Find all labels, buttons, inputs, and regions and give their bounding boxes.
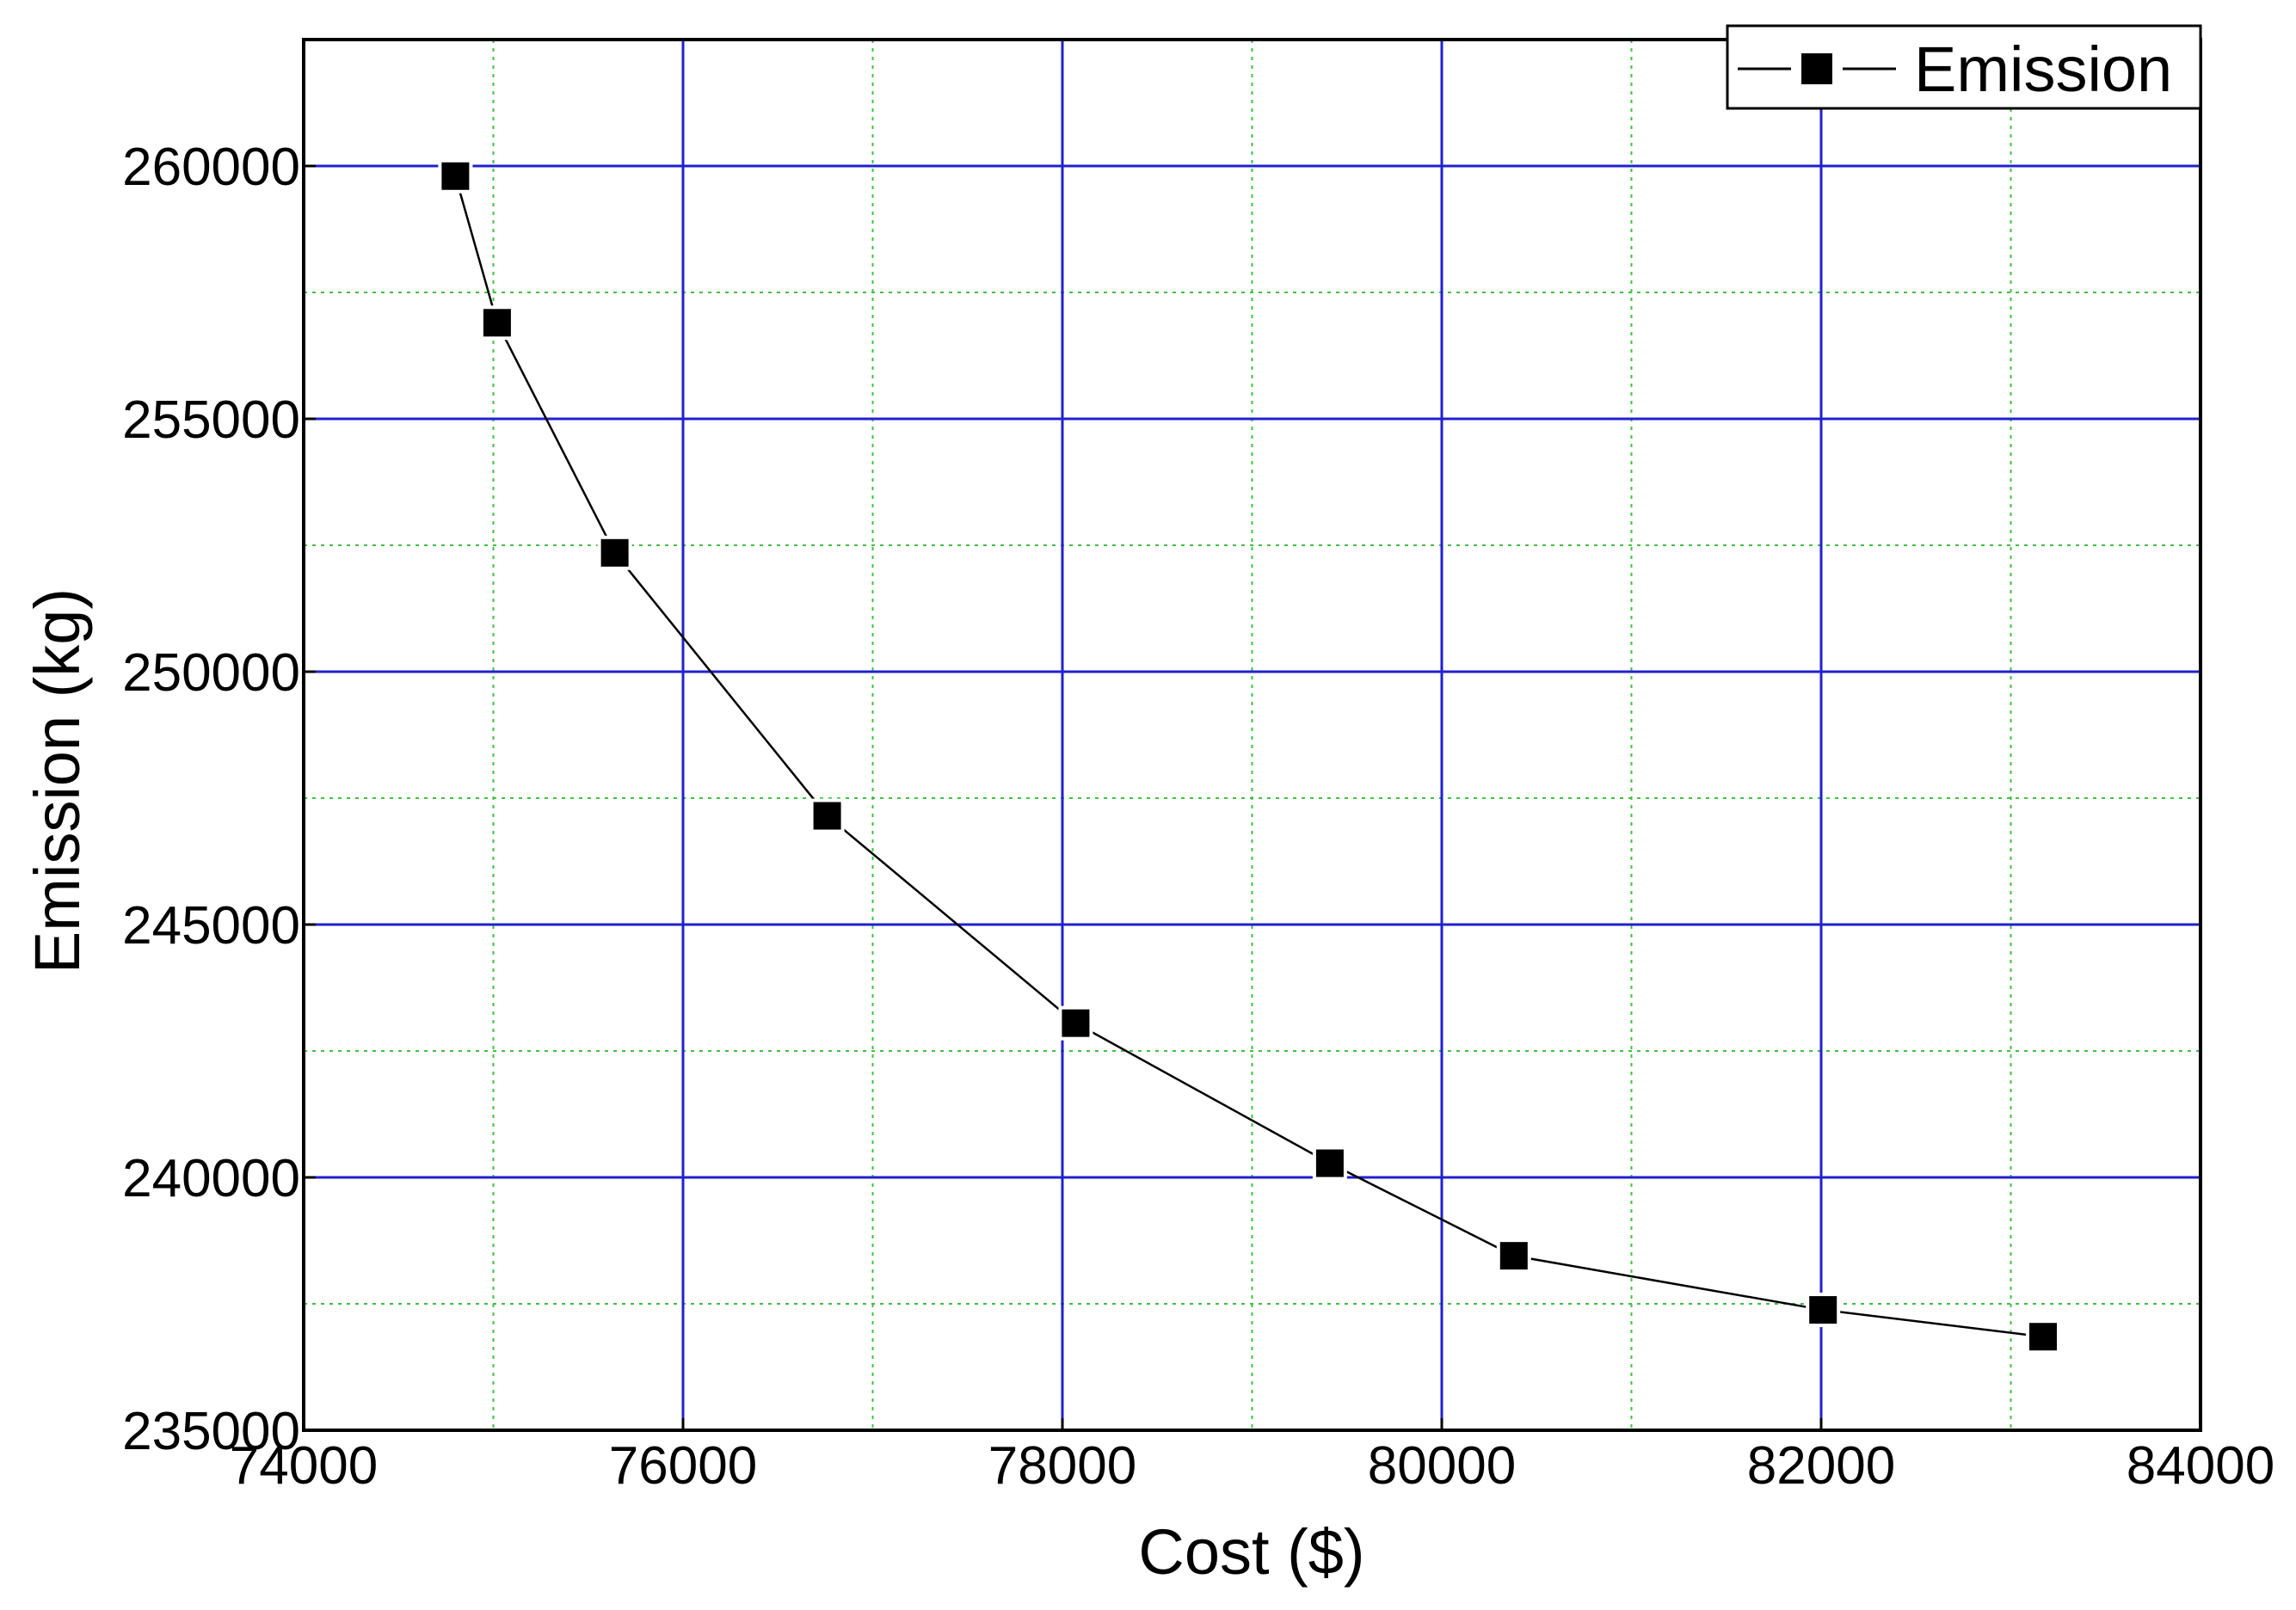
major-grid [304, 40, 2201, 1430]
y-tick-label: 245000 [122, 896, 300, 956]
x-tick-label: 80000 [1368, 1436, 1516, 1496]
data-point-marker [479, 305, 514, 341]
y-tick-labels: 235000 240000 245000 250000 255000 260000 [122, 138, 300, 1461]
x-tick-label: 82000 [1747, 1436, 1895, 1496]
data-point-marker [809, 798, 845, 833]
data-point-marker [597, 535, 632, 570]
data-point-marker [1806, 1293, 1841, 1328]
y-tick-label: 260000 [122, 138, 300, 197]
x-tick-label: 78000 [988, 1436, 1136, 1496]
data-point-marker [2025, 1319, 2060, 1355]
x-tick-labels: 74000 76000 78000 80000 82000 84000 [230, 1436, 2274, 1496]
series-layer [438, 158, 2060, 1355]
legend-marker [1801, 53, 1832, 84]
y-axis-title: Emission (kg) [22, 588, 93, 974]
x-tick-label: 74000 [230, 1436, 378, 1496]
legend: Emission [1726, 24, 2202, 110]
data-point-marker [1058, 1005, 1093, 1041]
y-tick-label: 250000 [122, 643, 300, 703]
plot-frame [302, 38, 2202, 1432]
y-tick-label: 240000 [122, 1149, 300, 1208]
x-tick-label: 76000 [609, 1436, 757, 1496]
y-tick-label: 235000 [122, 1402, 300, 1461]
minor-grid [304, 40, 2201, 1430]
x-tick-label: 84000 [2127, 1436, 2274, 1496]
data-point-marker [1312, 1146, 1347, 1181]
data-point-marker [438, 158, 473, 194]
x-axis-title: Cost ($) [1138, 1516, 1364, 1588]
y-tick-label: 255000 [122, 390, 300, 450]
legend-label: Emission [1914, 34, 2172, 105]
axis-ticks [302, 164, 2202, 1432]
data-point-marker [1496, 1238, 1531, 1274]
